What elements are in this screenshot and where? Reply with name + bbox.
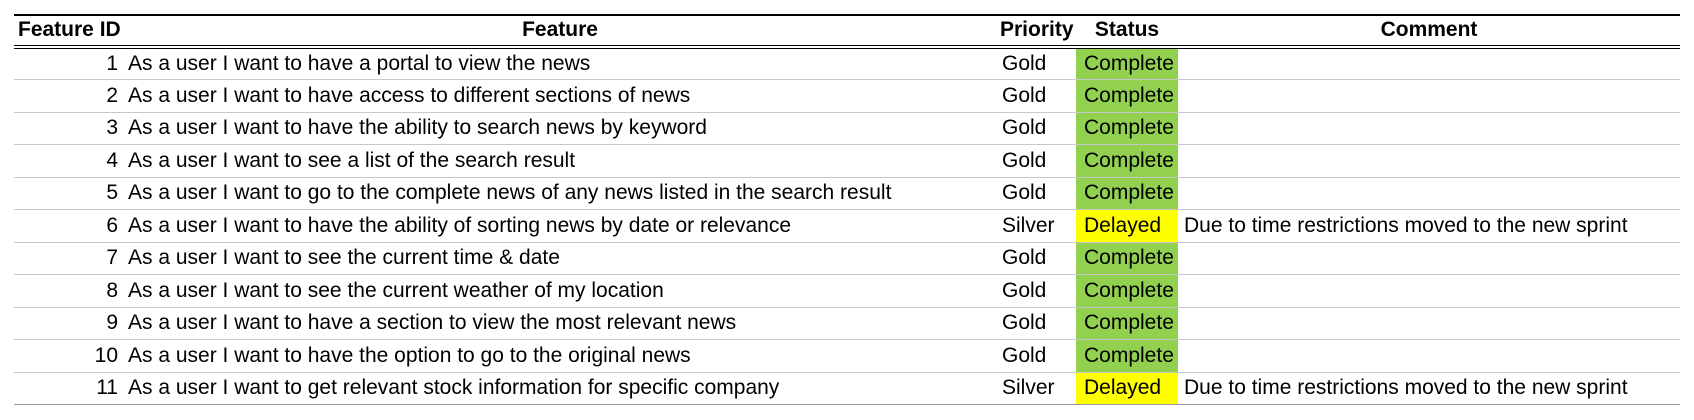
table-row: 4 As a user I want to see a list of the … [14, 144, 1680, 178]
cell-status: Delayed [1076, 372, 1178, 405]
cell-priority: Silver [996, 209, 1076, 243]
cell-priority: Gold [996, 112, 1076, 145]
cell-comment [1178, 144, 1680, 178]
cell-priority: Gold [996, 274, 1076, 308]
cell-comment: Due to time restrictions moved to the ne… [1178, 209, 1680, 243]
header-priority: Priority [996, 14, 1076, 49]
table-row: 11 As a user I want to get relevant stoc… [14, 372, 1680, 405]
table-row: 6 As a user I want to have the ability o… [14, 209, 1680, 243]
cell-priority: Gold [996, 307, 1076, 340]
cell-status: Complete [1076, 47, 1178, 80]
cell-comment [1178, 112, 1680, 145]
cell-feature: As a user I want to have a section to vi… [124, 307, 996, 340]
cell-feature: As a user I want to have the ability of … [124, 209, 996, 243]
cell-feature-id: 8 [14, 274, 124, 308]
cell-comment [1178, 242, 1680, 275]
cell-comment [1178, 274, 1680, 308]
header-status: Status [1076, 14, 1178, 49]
cell-feature-id: 4 [14, 144, 124, 178]
cell-priority: Gold [996, 339, 1076, 373]
cell-status: Complete [1076, 177, 1178, 210]
cell-priority: Silver [996, 372, 1076, 405]
cell-status: Complete [1076, 79, 1178, 113]
cell-priority: Gold [996, 177, 1076, 210]
cell-comment [1178, 177, 1680, 210]
header-feature: Feature [124, 14, 996, 49]
cell-feature-id: 7 [14, 242, 124, 275]
cell-feature: As a user I want to see the current weat… [124, 274, 996, 308]
feature-table: Feature ID Feature Priority Status Comme… [14, 14, 1680, 405]
table-row: 9 As a user I want to have a section to … [14, 307, 1680, 340]
cell-feature-id: 3 [14, 112, 124, 145]
cell-feature: As a user I want to have a portal to vie… [124, 47, 996, 80]
cell-status: Complete [1076, 339, 1178, 373]
table-row: 8 As a user I want to see the current we… [14, 274, 1680, 308]
cell-feature-id: 2 [14, 79, 124, 113]
cell-feature-id: 1 [14, 47, 124, 80]
cell-status: Complete [1076, 144, 1178, 178]
cell-priority: Gold [996, 144, 1076, 178]
cell-priority: Gold [996, 79, 1076, 113]
table-row: 10 As a user I want to have the option t… [14, 339, 1680, 373]
table-row: 5 As a user I want to go to the complete… [14, 177, 1680, 210]
cell-comment: Due to time restrictions moved to the ne… [1178, 372, 1680, 405]
cell-comment [1178, 79, 1680, 113]
cell-priority: Gold [996, 47, 1076, 80]
cell-comment [1178, 307, 1680, 340]
table-body: 1 As a user I want to have a portal to v… [14, 47, 1680, 405]
cell-feature: As a user I want to have access to diffe… [124, 79, 996, 113]
cell-status: Delayed [1076, 209, 1178, 243]
cell-feature-id: 9 [14, 307, 124, 340]
cell-status: Complete [1076, 112, 1178, 145]
cell-feature: As a user I want to have the option to g… [124, 339, 996, 373]
cell-comment [1178, 339, 1680, 373]
cell-comment [1178, 47, 1680, 80]
cell-status: Complete [1076, 307, 1178, 340]
feature-status-sheet: Feature ID Feature Priority Status Comme… [14, 14, 1680, 405]
header-comment: Comment [1178, 14, 1680, 49]
cell-feature-id: 10 [14, 339, 124, 373]
cell-feature: As a user I want to get relevant stock i… [124, 372, 996, 405]
table-header: Feature ID Feature Priority Status Comme… [14, 14, 1680, 49]
cell-feature: As a user I want to see a list of the se… [124, 144, 996, 178]
cell-feature-id: 6 [14, 209, 124, 243]
cell-status: Complete [1076, 274, 1178, 308]
cell-feature: As a user I want to go to the complete n… [124, 177, 996, 210]
cell-status: Complete [1076, 242, 1178, 275]
cell-feature: As a user I want to see the current time… [124, 242, 996, 275]
table-row: 2 As a user I want to have access to dif… [14, 79, 1680, 113]
table-row: 3 As a user I want to have the ability t… [14, 112, 1680, 145]
cell-feature-id: 11 [14, 372, 124, 405]
header-row: Feature ID Feature Priority Status Comme… [14, 14, 1680, 49]
cell-priority: Gold [996, 242, 1076, 275]
table-row: 7 As a user I want to see the current ti… [14, 242, 1680, 275]
header-feature-id: Feature ID [14, 14, 124, 49]
table-row: 1 As a user I want to have a portal to v… [14, 47, 1680, 80]
cell-feature-id: 5 [14, 177, 124, 210]
cell-feature: As a user I want to have the ability to … [124, 112, 996, 145]
